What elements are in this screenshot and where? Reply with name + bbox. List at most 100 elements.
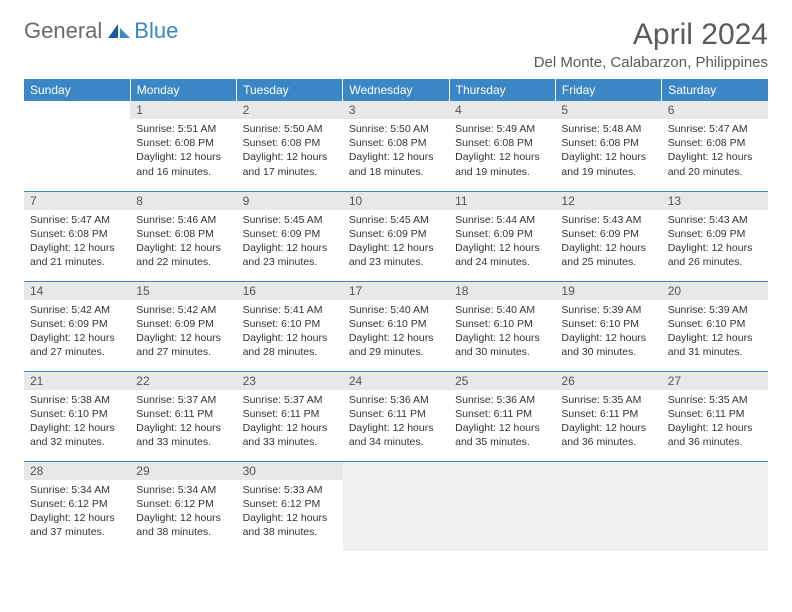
sunrise-text: Sunrise: 5:42 AM	[30, 303, 124, 317]
day-details: Sunrise: 5:43 AMSunset: 6:09 PMDaylight:…	[662, 210, 768, 274]
daylight-text: Daylight: 12 hours and 21 minutes.	[30, 241, 124, 269]
sunset-text: Sunset: 6:10 PM	[243, 317, 337, 331]
day-details: Sunrise: 5:48 AMSunset: 6:08 PMDaylight:…	[555, 119, 661, 183]
daylight-text: Daylight: 12 hours and 27 minutes.	[30, 331, 124, 359]
sunset-text: Sunset: 6:08 PM	[243, 136, 337, 150]
day-number: 1	[130, 101, 236, 119]
day-number: 21	[24, 372, 130, 390]
calendar-day-cell: 11Sunrise: 5:44 AMSunset: 6:09 PMDayligh…	[449, 191, 555, 281]
weekday-header: Wednesday	[343, 79, 449, 101]
sunset-text: Sunset: 6:10 PM	[30, 407, 124, 421]
sunset-text: Sunset: 6:08 PM	[30, 227, 124, 241]
daylight-text: Daylight: 12 hours and 33 minutes.	[136, 421, 230, 449]
sunset-text: Sunset: 6:10 PM	[561, 317, 655, 331]
daylight-text: Daylight: 12 hours and 25 minutes.	[561, 241, 655, 269]
sunset-text: Sunset: 6:11 PM	[243, 407, 337, 421]
sunrise-text: Sunrise: 5:46 AM	[136, 213, 230, 227]
day-details: Sunrise: 5:36 AMSunset: 6:11 PMDaylight:…	[449, 390, 555, 454]
day-number: 13	[662, 192, 768, 210]
calendar-day-cell: 22Sunrise: 5:37 AMSunset: 6:11 PMDayligh…	[130, 371, 236, 461]
sunrise-text: Sunrise: 5:43 AM	[668, 213, 762, 227]
day-details: Sunrise: 5:45 AMSunset: 6:09 PMDaylight:…	[343, 210, 449, 274]
day-number: 10	[343, 192, 449, 210]
day-details	[555, 480, 661, 540]
sunrise-text: Sunrise: 5:37 AM	[136, 393, 230, 407]
day-details: Sunrise: 5:50 AMSunset: 6:08 PMDaylight:…	[343, 119, 449, 183]
daylight-text: Daylight: 12 hours and 19 minutes.	[455, 150, 549, 178]
day-number: 30	[237, 462, 343, 480]
day-details: Sunrise: 5:38 AMSunset: 6:10 PMDaylight:…	[24, 390, 130, 454]
day-details: Sunrise: 5:39 AMSunset: 6:10 PMDaylight:…	[662, 300, 768, 364]
sunrise-text: Sunrise: 5:37 AM	[243, 393, 337, 407]
sunrise-text: Sunrise: 5:51 AM	[136, 122, 230, 136]
day-number: 5	[555, 101, 661, 119]
daylight-text: Daylight: 12 hours and 38 minutes.	[136, 511, 230, 539]
sunset-text: Sunset: 6:10 PM	[455, 317, 549, 331]
sunset-text: Sunset: 6:09 PM	[561, 227, 655, 241]
day-details: Sunrise: 5:34 AMSunset: 6:12 PMDaylight:…	[24, 480, 130, 544]
sunrise-text: Sunrise: 5:35 AM	[561, 393, 655, 407]
day-details: Sunrise: 5:42 AMSunset: 6:09 PMDaylight:…	[24, 300, 130, 364]
day-number	[343, 462, 449, 480]
calendar-day-cell: 10Sunrise: 5:45 AMSunset: 6:09 PMDayligh…	[343, 191, 449, 281]
day-number	[555, 462, 661, 480]
sunrise-text: Sunrise: 5:39 AM	[561, 303, 655, 317]
calendar-day-cell: 27Sunrise: 5:35 AMSunset: 6:11 PMDayligh…	[662, 371, 768, 461]
day-details: Sunrise: 5:33 AMSunset: 6:12 PMDaylight:…	[237, 480, 343, 544]
location-text: Del Monte, Calabarzon, Philippines	[534, 54, 768, 71]
day-number: 3	[343, 101, 449, 119]
calendar-day-cell: 14Sunrise: 5:42 AMSunset: 6:09 PMDayligh…	[24, 281, 130, 371]
title-block: April 2024 Del Monte, Calabarzon, Philip…	[534, 18, 768, 71]
daylight-text: Daylight: 12 hours and 20 minutes.	[668, 150, 762, 178]
weekday-header: Thursday	[449, 79, 555, 101]
day-number: 22	[130, 372, 236, 390]
sunrise-text: Sunrise: 5:50 AM	[243, 122, 337, 136]
sunrise-text: Sunrise: 5:39 AM	[668, 303, 762, 317]
calendar-day-cell: 12Sunrise: 5:43 AMSunset: 6:09 PMDayligh…	[555, 191, 661, 281]
calendar-week-row: 28Sunrise: 5:34 AMSunset: 6:12 PMDayligh…	[24, 461, 768, 551]
daylight-text: Daylight: 12 hours and 38 minutes.	[243, 511, 337, 539]
sunrise-text: Sunrise: 5:35 AM	[668, 393, 762, 407]
calendar-week-row: 21Sunrise: 5:38 AMSunset: 6:10 PMDayligh…	[24, 371, 768, 461]
daylight-text: Daylight: 12 hours and 22 minutes.	[136, 241, 230, 269]
sunset-text: Sunset: 6:08 PM	[136, 227, 230, 241]
brand-part1: General	[24, 18, 102, 44]
daylight-text: Daylight: 12 hours and 27 minutes.	[136, 331, 230, 359]
day-number: 19	[555, 282, 661, 300]
day-details	[24, 119, 130, 179]
calendar-day-cell: 8Sunrise: 5:46 AMSunset: 6:08 PMDaylight…	[130, 191, 236, 281]
sunset-text: Sunset: 6:09 PM	[243, 227, 337, 241]
sunset-text: Sunset: 6:11 PM	[455, 407, 549, 421]
day-number: 6	[662, 101, 768, 119]
sunset-text: Sunset: 6:12 PM	[243, 497, 337, 511]
sunset-text: Sunset: 6:11 PM	[349, 407, 443, 421]
calendar-day-cell: 3Sunrise: 5:50 AMSunset: 6:08 PMDaylight…	[343, 101, 449, 191]
day-details: Sunrise: 5:47 AMSunset: 6:08 PMDaylight:…	[662, 119, 768, 183]
calendar-day-cell: 24Sunrise: 5:36 AMSunset: 6:11 PMDayligh…	[343, 371, 449, 461]
calendar-table: Sunday Monday Tuesday Wednesday Thursday…	[24, 79, 768, 551]
day-number: 17	[343, 282, 449, 300]
daylight-text: Daylight: 12 hours and 30 minutes.	[455, 331, 549, 359]
sunrise-text: Sunrise: 5:34 AM	[30, 483, 124, 497]
day-number: 11	[449, 192, 555, 210]
day-number: 28	[24, 462, 130, 480]
sunrise-text: Sunrise: 5:38 AM	[30, 393, 124, 407]
day-details: Sunrise: 5:41 AMSunset: 6:10 PMDaylight:…	[237, 300, 343, 364]
sunset-text: Sunset: 6:10 PM	[668, 317, 762, 331]
day-number: 14	[24, 282, 130, 300]
day-details: Sunrise: 5:36 AMSunset: 6:11 PMDaylight:…	[343, 390, 449, 454]
sunrise-text: Sunrise: 5:43 AM	[561, 213, 655, 227]
day-details: Sunrise: 5:44 AMSunset: 6:09 PMDaylight:…	[449, 210, 555, 274]
calendar-day-cell	[662, 461, 768, 551]
daylight-text: Daylight: 12 hours and 32 minutes.	[30, 421, 124, 449]
calendar-day-cell: 15Sunrise: 5:42 AMSunset: 6:09 PMDayligh…	[130, 281, 236, 371]
day-details: Sunrise: 5:49 AMSunset: 6:08 PMDaylight:…	[449, 119, 555, 183]
sunset-text: Sunset: 6:09 PM	[668, 227, 762, 241]
weekday-header: Monday	[130, 79, 236, 101]
sunrise-text: Sunrise: 5:48 AM	[561, 122, 655, 136]
day-details: Sunrise: 5:34 AMSunset: 6:12 PMDaylight:…	[130, 480, 236, 544]
day-number: 25	[449, 372, 555, 390]
day-number: 9	[237, 192, 343, 210]
daylight-text: Daylight: 12 hours and 28 minutes.	[243, 331, 337, 359]
sunrise-text: Sunrise: 5:36 AM	[455, 393, 549, 407]
